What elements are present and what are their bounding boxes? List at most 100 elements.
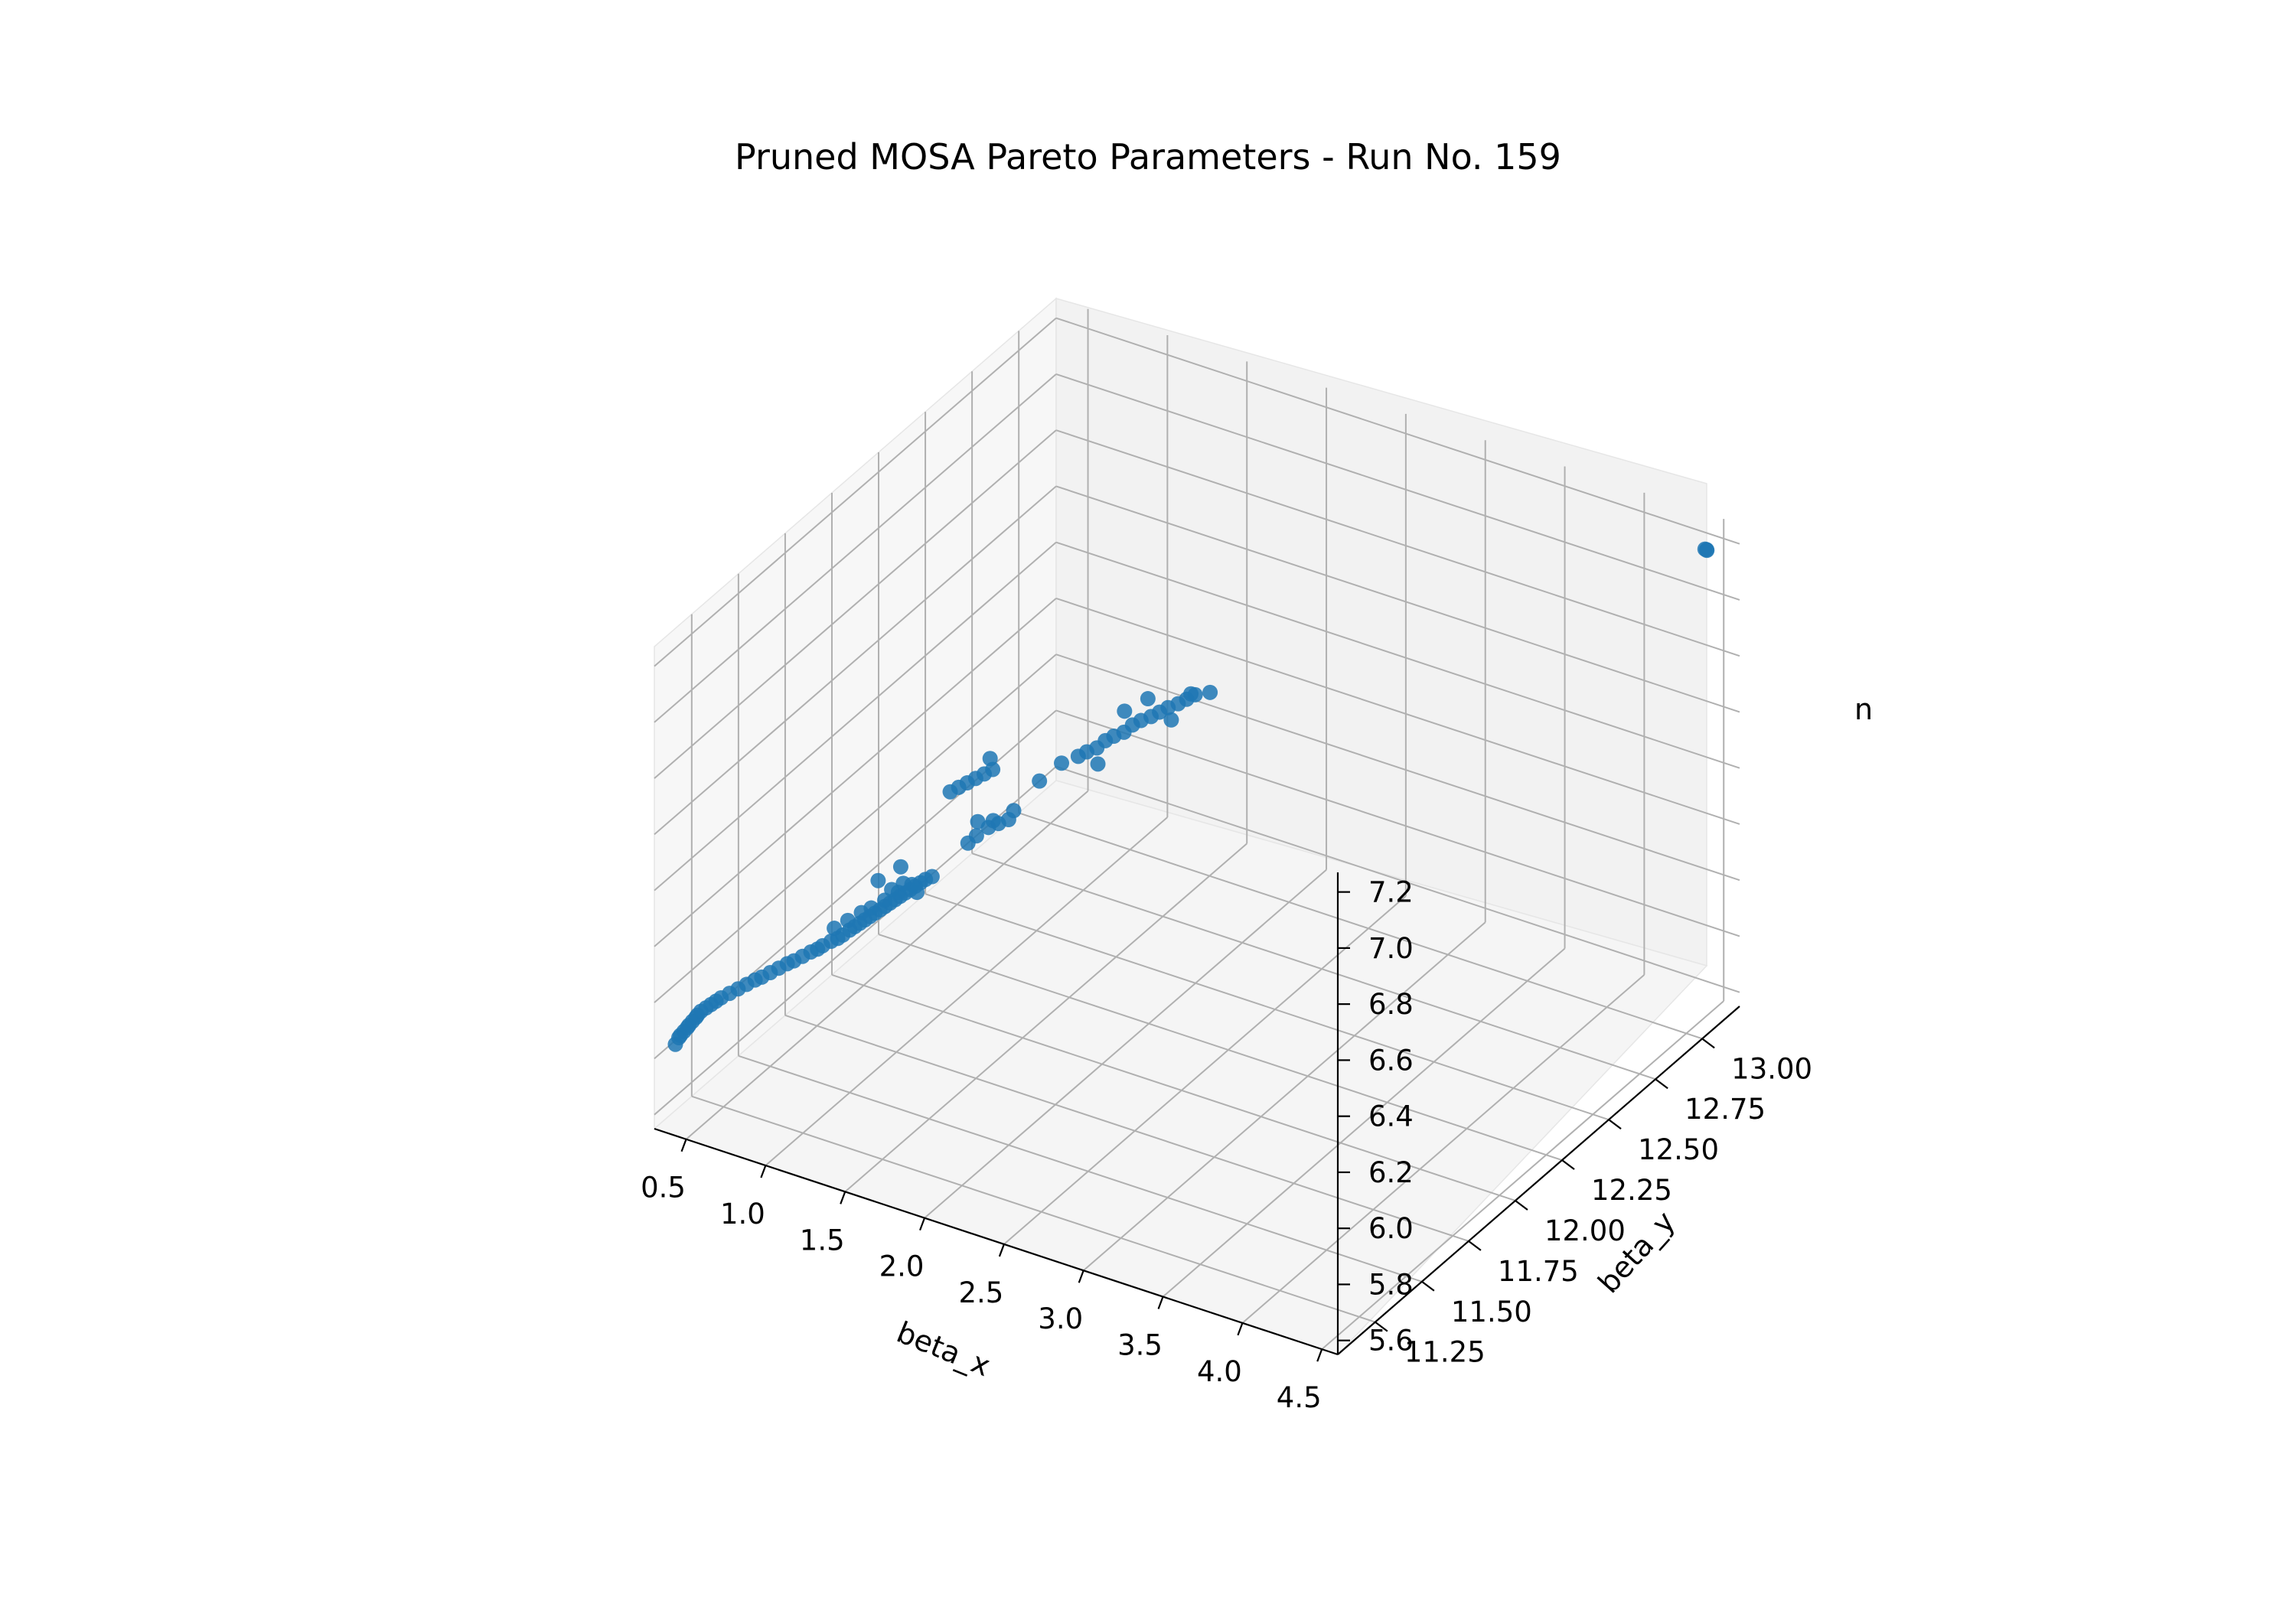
- tick-marks: [680, 891, 1715, 1362]
- z-tick-labels: 5.6 5.8 6.0 6.2 6.4 6.6 6.8 7.0 7.2: [1368, 876, 1414, 1358]
- x-tick-label: 4.5: [1277, 1381, 1322, 1414]
- x-tick-label: 4.0: [1197, 1355, 1242, 1388]
- data-point: [853, 905, 869, 921]
- z-tick-label: 6.8: [1368, 988, 1414, 1021]
- grid-line-y: [925, 893, 1609, 1121]
- x-tick-label: 1.0: [720, 1198, 765, 1231]
- grid-line-z: [1055, 654, 1740, 882]
- grid-line-x: [1321, 1000, 1724, 1350]
- data-point: [895, 875, 912, 892]
- data-point: [1032, 773, 1048, 789]
- grid-line-z: [654, 485, 1057, 836]
- y-tick-mark: [1515, 1200, 1528, 1211]
- data-point: [1699, 543, 1715, 559]
- grid-line-x: [685, 790, 1089, 1140]
- grid-line-y: [878, 934, 1563, 1161]
- grid-line-z: [1055, 373, 1740, 601]
- x-tick-mark: [680, 1139, 687, 1152]
- grid-lines: [654, 308, 1740, 1350]
- grid-line-x: [1162, 947, 1566, 1298]
- data-point: [1183, 686, 1199, 702]
- grid-line-z: [654, 598, 1057, 947]
- data-point: [970, 813, 986, 830]
- grid-line-y: [691, 1095, 1376, 1323]
- grid-line-y: [738, 1054, 1423, 1283]
- grid-line-z: [1055, 485, 1740, 713]
- x-tick-label: 2.5: [958, 1276, 1003, 1309]
- grid-line-x: [1003, 895, 1407, 1245]
- data-point: [909, 885, 925, 901]
- scatter-points: [667, 541, 1715, 1052]
- x-tick-mark: [840, 1191, 846, 1204]
- grid-line-y: [971, 852, 1656, 1081]
- y-tick-label: 12.00: [1544, 1214, 1626, 1247]
- grid-line-y: [784, 1014, 1469, 1242]
- x-tick-labels: 0.5 1.0 1.5 2.0 2.5 3.0 3.5 4.0 4.5: [641, 1172, 1322, 1414]
- x-axis-line: [654, 1127, 1339, 1356]
- y-tick-label: 12.25: [1591, 1174, 1672, 1207]
- data-point: [1163, 712, 1179, 728]
- x-tick-label: 2.0: [879, 1250, 925, 1283]
- y-tick-mark: [1561, 1159, 1575, 1170]
- grid-line-z: [654, 373, 1057, 723]
- z-tick-label: 7.0: [1368, 932, 1414, 965]
- z-axis-label: n: [1854, 693, 1873, 726]
- y-tick-mark: [1375, 1321, 1388, 1332]
- x-tick-mark: [1237, 1322, 1244, 1336]
- grid-line-z: [1055, 597, 1740, 825]
- x-tick-mark: [1157, 1296, 1164, 1309]
- data-point: [924, 869, 940, 885]
- grid-line-z: [1055, 765, 1740, 993]
- grid-line-z: [1055, 317, 1740, 545]
- axes: [654, 872, 1740, 1356]
- x-tick-mark: [919, 1217, 926, 1231]
- x-tick-label: 3.5: [1117, 1329, 1163, 1362]
- x-tick-mark: [1078, 1270, 1084, 1283]
- y-tick-label: 11.50: [1451, 1296, 1532, 1328]
- data-point: [1054, 755, 1070, 771]
- y-tick-label: 12.50: [1638, 1133, 1719, 1166]
- z-tick-label: 6.6: [1368, 1044, 1414, 1077]
- y-tick-label: 13.00: [1731, 1052, 1812, 1085]
- data-point: [1117, 703, 1133, 719]
- z-tick-label: 5.8: [1368, 1268, 1414, 1301]
- z-tick-label: 6.0: [1368, 1212, 1414, 1245]
- data-point: [982, 751, 998, 767]
- y-axis-line: [1337, 1006, 1740, 1355]
- data-point: [968, 828, 984, 844]
- grid-line-z: [654, 317, 1057, 667]
- z-tick-label: 7.2: [1368, 876, 1414, 909]
- grid-line-z: [654, 541, 1057, 892]
- y-tick-label: 12.75: [1684, 1093, 1766, 1126]
- data-point: [884, 882, 900, 898]
- x-axis-label: beta_x: [892, 1315, 995, 1383]
- x-tick-mark: [760, 1165, 767, 1178]
- grid-line-z: [654, 429, 1057, 779]
- x-tick-label: 3.0: [1038, 1302, 1083, 1335]
- data-point: [827, 921, 843, 937]
- y-tick-mark: [1421, 1280, 1435, 1292]
- data-point: [1006, 803, 1022, 819]
- grid-line-z: [1055, 541, 1740, 769]
- x-tick-mark: [998, 1244, 1005, 1257]
- grid-line-z: [654, 654, 1057, 1003]
- chart-title: Pruned MOSA Pareto Parameters - Run No. …: [735, 136, 1561, 178]
- z-tick-label: 6.4: [1368, 1100, 1414, 1133]
- y-tick-labels: 11.25 11.50 11.75 12.00 12.25 12.50 12.75 13.00: [1404, 1052, 1812, 1368]
- grid-line-z: [1055, 429, 1740, 657]
- grid-line-x: [1241, 974, 1645, 1324]
- grid-line-z: [1055, 709, 1740, 937]
- data-point: [1202, 684, 1218, 700]
- data-point: [840, 912, 856, 928]
- grid-line-y: [1018, 812, 1703, 1040]
- x-tick-label: 1.5: [800, 1224, 845, 1257]
- x-tick-mark: [1316, 1348, 1323, 1362]
- grid-line-x: [924, 869, 1327, 1219]
- x-tick-label: 0.5: [641, 1172, 686, 1204]
- y-tick-mark: [1701, 1038, 1715, 1049]
- data-point: [1140, 691, 1156, 707]
- data-point: [985, 813, 1001, 829]
- grid-line-x: [765, 817, 1169, 1166]
- grid-line-y: [831, 974, 1516, 1201]
